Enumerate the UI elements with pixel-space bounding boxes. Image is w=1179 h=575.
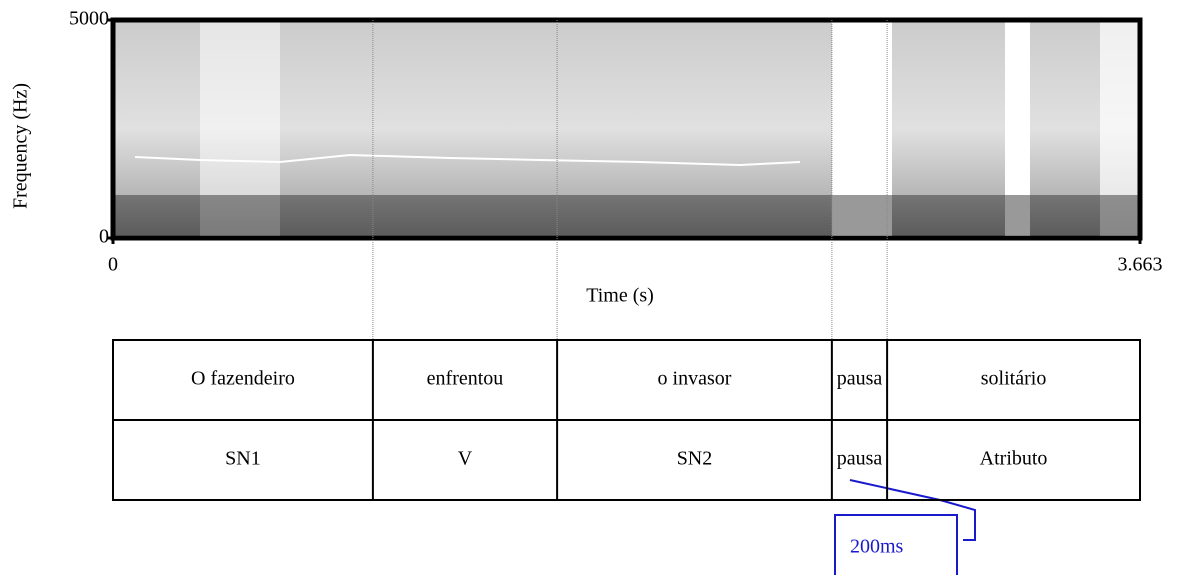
spectrogram-image — [115, 22, 1138, 236]
interval-label: Atributo — [980, 448, 1048, 470]
x-tick-label: 0 — [108, 254, 118, 276]
annotation: 200ms — [850, 536, 904, 558]
interval-label: V — [458, 448, 473, 470]
interval-label: o invasor — [658, 368, 732, 390]
figure: Frequency (Hz) Time (s) 200ms 0 5000 0 3.66… — [0, 0, 1179, 575]
y-axis-label: Frequency (Hz) — [10, 83, 32, 209]
interval-label: enfrentou — [427, 368, 504, 390]
y-tick-label: 5000 — [69, 8, 109, 30]
interval-label: pausa — [837, 448, 883, 470]
interval-label: pausa — [837, 368, 883, 390]
interval-label: SN1 — [225, 448, 261, 470]
x-axis-label: Time (s) — [586, 285, 654, 307]
interval-label: solitário — [981, 368, 1047, 390]
interval-label: SN2 — [677, 448, 713, 470]
y-tick-label: 0 — [99, 226, 109, 248]
x-tick-label: 3.663 — [1118, 254, 1163, 276]
interval-label: O fazendeiro — [191, 368, 295, 390]
callout: 200ms — [835, 480, 975, 575]
